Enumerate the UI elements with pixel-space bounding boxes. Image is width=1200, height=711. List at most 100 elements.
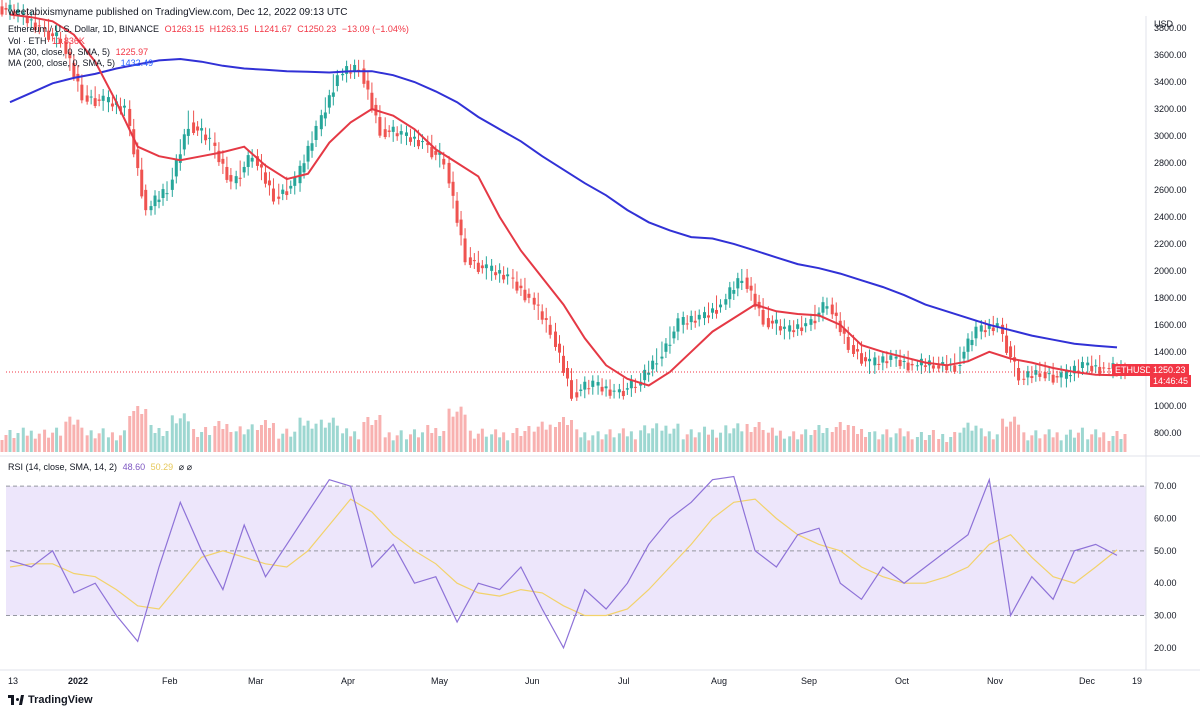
volume-bar bbox=[1005, 426, 1009, 452]
candle-body bbox=[408, 137, 412, 142]
volume-bar bbox=[655, 423, 659, 452]
candle-body bbox=[689, 315, 693, 323]
candle-body bbox=[480, 265, 484, 269]
candle-body bbox=[579, 389, 583, 391]
volume-bar bbox=[864, 437, 868, 452]
moving-averages bbox=[6, 13, 1146, 387]
ma200-legend[interactable]: MA (200, close, 0, SMA, 5) 1432.49 bbox=[8, 58, 156, 68]
candle-body bbox=[12, 11, 16, 15]
candle-body bbox=[16, 9, 20, 13]
price-tick-label: 2000.00 bbox=[1154, 266, 1187, 276]
volume-bar bbox=[97, 433, 101, 452]
candle-body bbox=[575, 392, 579, 398]
candle-body bbox=[536, 304, 540, 306]
candle-body bbox=[80, 84, 84, 101]
price-tick-label: 800.00 bbox=[1154, 428, 1182, 438]
candle-body bbox=[1090, 365, 1094, 372]
volume-bar bbox=[548, 424, 552, 452]
candle-body bbox=[809, 319, 813, 325]
volume-bar bbox=[114, 440, 118, 452]
volume-bar bbox=[664, 425, 668, 452]
candle-body bbox=[612, 390, 616, 392]
volume-bar bbox=[1001, 418, 1005, 452]
candle-body bbox=[1107, 368, 1111, 369]
symbol-title: Ethereum / U.S. Dollar, 1D, BINANCE bbox=[8, 24, 160, 34]
rsi-legend[interactable]: RSI (14, close, SMA, 14, 2) 48.60 50.29 … bbox=[8, 462, 195, 473]
volume-bar bbox=[995, 434, 999, 452]
candle-body bbox=[383, 129, 387, 138]
volume-bar bbox=[544, 429, 548, 452]
volume-bar bbox=[383, 437, 387, 452]
candle-body bbox=[770, 320, 774, 324]
candle-body bbox=[519, 285, 523, 289]
candle-body bbox=[1072, 365, 1076, 374]
time-tick-label: Dec bbox=[1079, 676, 1096, 686]
candle-body bbox=[873, 357, 877, 366]
volume-bar bbox=[217, 421, 221, 452]
candle-body bbox=[651, 360, 655, 370]
axes: 3800.00 3600.00 3400.00 3200.00 3000.00 2800.… bbox=[0, 16, 1200, 686]
candle-body bbox=[856, 349, 860, 352]
candle-body bbox=[778, 326, 782, 331]
volume-bar bbox=[59, 435, 63, 452]
candle-body bbox=[544, 318, 548, 320]
volume-bar bbox=[898, 428, 902, 452]
candle-body bbox=[242, 166, 246, 173]
volume-bar bbox=[991, 439, 995, 452]
volume-bar bbox=[681, 439, 685, 452]
candle-body bbox=[110, 103, 114, 107]
candle-body bbox=[391, 126, 395, 132]
volume-bar bbox=[715, 437, 719, 452]
volume-bar bbox=[647, 433, 651, 452]
candle-body bbox=[353, 64, 357, 72]
symbol-legend[interactable]: Ethereum / U.S. Dollar, 1D, BINANCE O126… bbox=[8, 24, 412, 34]
candle-body bbox=[196, 126, 200, 131]
candle-body bbox=[617, 389, 621, 393]
candle-body bbox=[860, 353, 864, 364]
volume-bar bbox=[685, 434, 689, 452]
candle-body bbox=[523, 289, 527, 301]
candle-body bbox=[149, 206, 153, 211]
candle-body bbox=[906, 362, 910, 371]
volume-bar bbox=[1030, 435, 1034, 452]
candle-body bbox=[204, 134, 208, 141]
candle-body bbox=[1047, 373, 1051, 375]
volume-bar bbox=[72, 424, 76, 452]
ma30-legend[interactable]: MA (30, close, 0, SMA, 5) 1225.97 bbox=[8, 47, 151, 57]
volume-bar bbox=[1102, 432, 1106, 452]
volume-bar bbox=[387, 432, 391, 452]
volume-bar bbox=[889, 437, 893, 452]
candle-body bbox=[902, 360, 906, 362]
candle-body bbox=[937, 365, 941, 369]
volume-bar bbox=[906, 431, 910, 452]
candle-body bbox=[983, 330, 987, 333]
volume-bar bbox=[345, 428, 349, 452]
volume-bar bbox=[399, 430, 403, 452]
candle-body bbox=[941, 362, 945, 366]
volume-bar bbox=[122, 430, 126, 452]
volume-bar bbox=[757, 422, 761, 452]
volume-bar bbox=[770, 427, 774, 452]
candle-body bbox=[459, 219, 463, 236]
tradingview-logo[interactable]: TradingView bbox=[8, 694, 93, 706]
volume-bar bbox=[566, 425, 569, 452]
candle-body bbox=[554, 331, 557, 347]
rsi-pane bbox=[6, 475, 1146, 650]
candle-body bbox=[426, 142, 430, 146]
volume-bar bbox=[225, 424, 229, 452]
candle-body bbox=[1102, 367, 1106, 369]
volume-legend[interactable]: Vol · ETH 11.836K bbox=[8, 36, 88, 46]
candle-body bbox=[225, 166, 229, 180]
volume-bar bbox=[651, 428, 655, 452]
candle-body bbox=[217, 150, 221, 163]
volume-bar bbox=[4, 435, 8, 452]
volume-bar bbox=[689, 429, 693, 452]
ohlc-change: −13.09 (−1.04%) bbox=[341, 24, 409, 34]
candle-body bbox=[1026, 371, 1030, 378]
volume-bar bbox=[591, 435, 595, 452]
candle-body bbox=[323, 112, 327, 119]
volume-bar bbox=[813, 430, 817, 452]
candle-body bbox=[1022, 378, 1026, 380]
volume-bar bbox=[285, 428, 289, 452]
